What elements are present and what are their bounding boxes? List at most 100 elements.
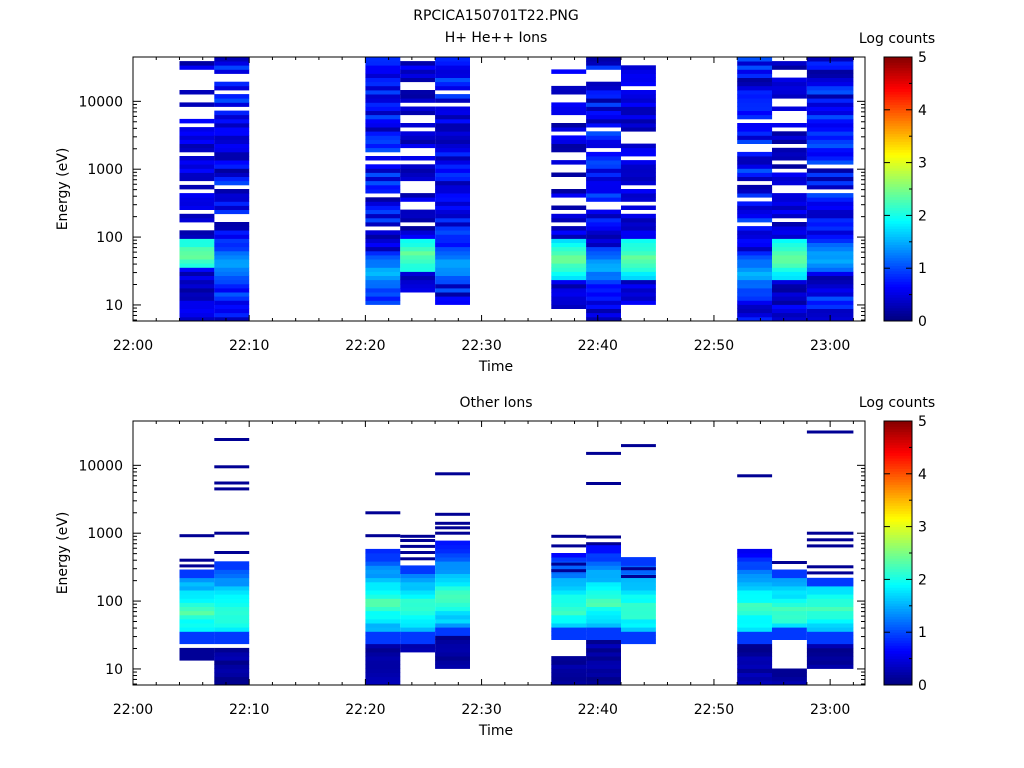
- colorbar-swatch: [884, 582, 912, 586]
- heatmap-cell: [806, 98, 854, 103]
- heatmap-cell: [400, 77, 436, 83]
- colorbar-swatch: [884, 518, 912, 522]
- colorbar-swatch: [884, 421, 912, 425]
- colorbar-swatch: [884, 117, 912, 121]
- heatmap-cell: [586, 118, 621, 124]
- heatmap-cell: [400, 598, 436, 603]
- heatmap-cell: [400, 176, 436, 182]
- heatmap-cell: [400, 217, 436, 223]
- colorbar-swatch: [884, 215, 912, 219]
- heatmap-cell: [806, 197, 854, 202]
- colorbar-swatch: [884, 508, 912, 512]
- heatmap-cell: [179, 160, 215, 165]
- heatmap-cell: [214, 242, 250, 248]
- heatmap-cell: [435, 598, 470, 603]
- heatmap-cell: [179, 308, 215, 314]
- heatmap-cell: [435, 288, 470, 293]
- colorbar-swatch: [884, 186, 912, 190]
- heatmap-cell: [772, 581, 807, 587]
- heatmap-cell: [400, 539, 436, 542]
- colorbar-swatch: [884, 566, 912, 570]
- heatmap-cell: [435, 57, 470, 62]
- colorbar-swatch: [884, 613, 912, 617]
- heatmap-cell: [435, 275, 470, 281]
- heatmap-cell: [551, 230, 587, 235]
- heatmap-cell: [435, 139, 470, 144]
- heatmap-cell: [551, 90, 587, 95]
- heatmap-cell: [214, 131, 250, 136]
- heatmap-cell: [772, 226, 807, 231]
- colorbar-swatch: [884, 57, 912, 61]
- heatmap-cell: [365, 217, 401, 223]
- heatmap-cell: [551, 275, 587, 281]
- heatmap-cell: [806, 139, 854, 144]
- heatmap-cell: [737, 569, 773, 574]
- heatmap-cell: [772, 197, 807, 202]
- heatmap-cell: [435, 259, 470, 264]
- heatmap-cell: [400, 594, 436, 599]
- heatmap-cell: [214, 57, 250, 62]
- heatmap-cell: [806, 308, 854, 314]
- heatmap-cell: [586, 61, 621, 66]
- heatmap-cell: [772, 668, 807, 673]
- heatmap-cell: [214, 110, 250, 116]
- colorbar-swatch: [884, 107, 912, 111]
- heatmap-cell: [806, 193, 854, 198]
- heatmap-cell: [400, 581, 436, 587]
- colorbar-swatch: [884, 101, 912, 106]
- heatmap-cell: [806, 226, 854, 231]
- heatmap-cell: [365, 222, 401, 227]
- heatmap-cell: [772, 263, 807, 268]
- heatmap-cell: [435, 230, 470, 235]
- heatmap-cell: [621, 168, 656, 173]
- heatmap-cell: [400, 590, 436, 595]
- heatmap-cell: [772, 627, 807, 632]
- heatmap-cell: [737, 102, 773, 107]
- heatmap-cell: [179, 623, 215, 628]
- heatmap-cell: [737, 73, 773, 78]
- heatmap-cell: [737, 283, 773, 289]
- colorbar-swatch: [884, 284, 912, 288]
- heatmap-cell: [586, 57, 621, 62]
- heatmap-cell: [435, 131, 470, 136]
- colorbar-swatch: [884, 579, 912, 583]
- heatmap-cell: [737, 230, 773, 235]
- heatmap-cell: [179, 296, 215, 301]
- heatmap-cell: [214, 551, 250, 554]
- heatmap-cell: [400, 123, 436, 128]
- heatmap-cell: [365, 205, 401, 210]
- heatmap-cell: [179, 271, 215, 276]
- heatmap-cell: [772, 279, 807, 285]
- colorbar-swatch: [884, 318, 912, 322]
- heatmap-cell: [737, 300, 773, 305]
- heatmap-cell: [586, 189, 621, 194]
- heatmap-cell: [365, 85, 401, 91]
- colorbar-swatch: [884, 189, 912, 193]
- heatmap-cell: [806, 304, 854, 309]
- heatmap-cell: [551, 250, 587, 256]
- heatmap-cell: [806, 168, 854, 173]
- heatmap-cell: [806, 135, 854, 140]
- colorbar-tick-label: 5: [918, 50, 927, 66]
- heatmap-cell: [586, 668, 621, 673]
- heatmap-cell: [621, 127, 656, 132]
- colorbar-swatch: [884, 281, 912, 285]
- heatmap-cell: [772, 312, 807, 318]
- heatmap-cell: [214, 164, 250, 169]
- heatmap-cell: [400, 606, 436, 612]
- heatmap-cell: [214, 102, 250, 107]
- heatmap-cell: [806, 631, 854, 636]
- heatmap-cell: [586, 135, 621, 140]
- heatmap-cell: [365, 259, 401, 264]
- colorbar-swatch: [884, 141, 912, 145]
- heatmap-cell: [214, 81, 250, 87]
- colorbar-swatch: [884, 595, 912, 599]
- heatmap-cell: [214, 61, 250, 66]
- heatmap-cell: [772, 106, 807, 111]
- heatmap-cell: [621, 586, 656, 591]
- colorbar-swatch: [884, 500, 912, 504]
- heatmap-cell: [586, 209, 621, 215]
- colorbar-swatch: [884, 529, 912, 533]
- heatmap-cell: [365, 184, 401, 190]
- heatmap-cell: [365, 627, 401, 632]
